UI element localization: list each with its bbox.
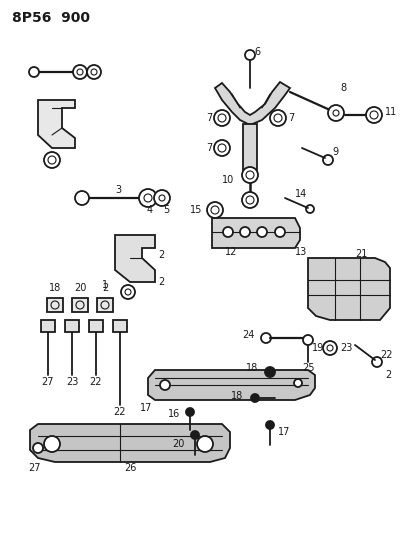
Bar xyxy=(89,320,103,332)
Bar xyxy=(97,298,113,312)
Text: 4: 4 xyxy=(147,205,153,215)
Text: 7: 7 xyxy=(288,113,294,123)
Circle shape xyxy=(275,227,285,237)
Text: 12: 12 xyxy=(225,247,237,257)
Text: 13: 13 xyxy=(295,247,307,257)
Text: 2: 2 xyxy=(385,370,391,380)
Text: 7: 7 xyxy=(206,113,212,123)
Polygon shape xyxy=(215,82,290,125)
Text: 23: 23 xyxy=(66,377,78,387)
Text: 16: 16 xyxy=(168,409,180,419)
Text: 22: 22 xyxy=(380,350,393,360)
Bar xyxy=(113,320,127,332)
Text: 8P56  900: 8P56 900 xyxy=(12,11,90,25)
Text: 22: 22 xyxy=(90,377,102,387)
Circle shape xyxy=(44,436,60,452)
Polygon shape xyxy=(115,235,155,282)
Circle shape xyxy=(270,110,286,126)
Circle shape xyxy=(366,107,382,123)
Text: 3: 3 xyxy=(115,185,121,195)
Text: 15: 15 xyxy=(190,205,202,215)
Circle shape xyxy=(33,443,43,453)
Text: 18: 18 xyxy=(49,283,61,293)
Circle shape xyxy=(160,380,170,390)
Circle shape xyxy=(73,65,87,79)
Circle shape xyxy=(75,191,89,205)
Text: 8: 8 xyxy=(340,83,346,93)
Text: 24: 24 xyxy=(243,330,255,340)
Text: 20: 20 xyxy=(173,439,185,449)
Text: 2: 2 xyxy=(158,250,164,260)
Circle shape xyxy=(207,202,223,218)
Circle shape xyxy=(251,394,259,402)
Polygon shape xyxy=(148,370,315,400)
Text: 17: 17 xyxy=(278,427,290,437)
Circle shape xyxy=(245,50,255,60)
Text: 20: 20 xyxy=(74,283,86,293)
Circle shape xyxy=(294,379,302,387)
Polygon shape xyxy=(30,424,230,462)
Text: 18: 18 xyxy=(246,363,258,373)
Polygon shape xyxy=(38,100,75,148)
Polygon shape xyxy=(243,124,257,170)
Text: 22: 22 xyxy=(114,407,126,417)
Circle shape xyxy=(223,227,233,237)
Circle shape xyxy=(266,421,274,429)
Text: 27: 27 xyxy=(42,377,54,387)
Text: 26: 26 xyxy=(124,463,136,473)
Text: 6: 6 xyxy=(254,47,260,57)
Circle shape xyxy=(257,227,267,237)
Text: 19: 19 xyxy=(312,343,324,353)
Circle shape xyxy=(44,152,60,168)
Text: 18: 18 xyxy=(231,391,243,401)
Text: 1: 1 xyxy=(102,280,108,290)
Circle shape xyxy=(87,65,101,79)
Polygon shape xyxy=(212,218,300,248)
Circle shape xyxy=(265,367,275,377)
Text: 11: 11 xyxy=(385,107,397,117)
Text: 27: 27 xyxy=(29,463,41,473)
Circle shape xyxy=(121,285,135,299)
Circle shape xyxy=(214,140,230,156)
Circle shape xyxy=(186,408,194,416)
Circle shape xyxy=(191,431,199,439)
Text: 10: 10 xyxy=(222,175,234,185)
Text: 21: 21 xyxy=(355,249,368,259)
Circle shape xyxy=(154,190,170,206)
Text: 14: 14 xyxy=(295,189,307,199)
Text: 7: 7 xyxy=(206,143,212,153)
Circle shape xyxy=(303,335,313,345)
Bar xyxy=(65,320,79,332)
Text: 2: 2 xyxy=(158,277,164,287)
Text: 2: 2 xyxy=(102,283,108,293)
Text: 17: 17 xyxy=(140,403,152,413)
Circle shape xyxy=(214,110,230,126)
Text: 23: 23 xyxy=(340,343,352,353)
Polygon shape xyxy=(308,258,390,320)
Circle shape xyxy=(139,189,157,207)
Circle shape xyxy=(242,167,258,183)
Bar xyxy=(41,320,55,332)
Bar xyxy=(47,298,63,312)
Circle shape xyxy=(328,105,344,121)
Circle shape xyxy=(242,192,258,208)
Text: 9: 9 xyxy=(332,147,338,157)
Circle shape xyxy=(197,436,213,452)
Text: 25: 25 xyxy=(302,363,314,373)
Text: 5: 5 xyxy=(163,205,169,215)
Bar xyxy=(72,298,88,312)
Circle shape xyxy=(323,341,337,355)
Circle shape xyxy=(29,67,39,77)
Circle shape xyxy=(240,227,250,237)
